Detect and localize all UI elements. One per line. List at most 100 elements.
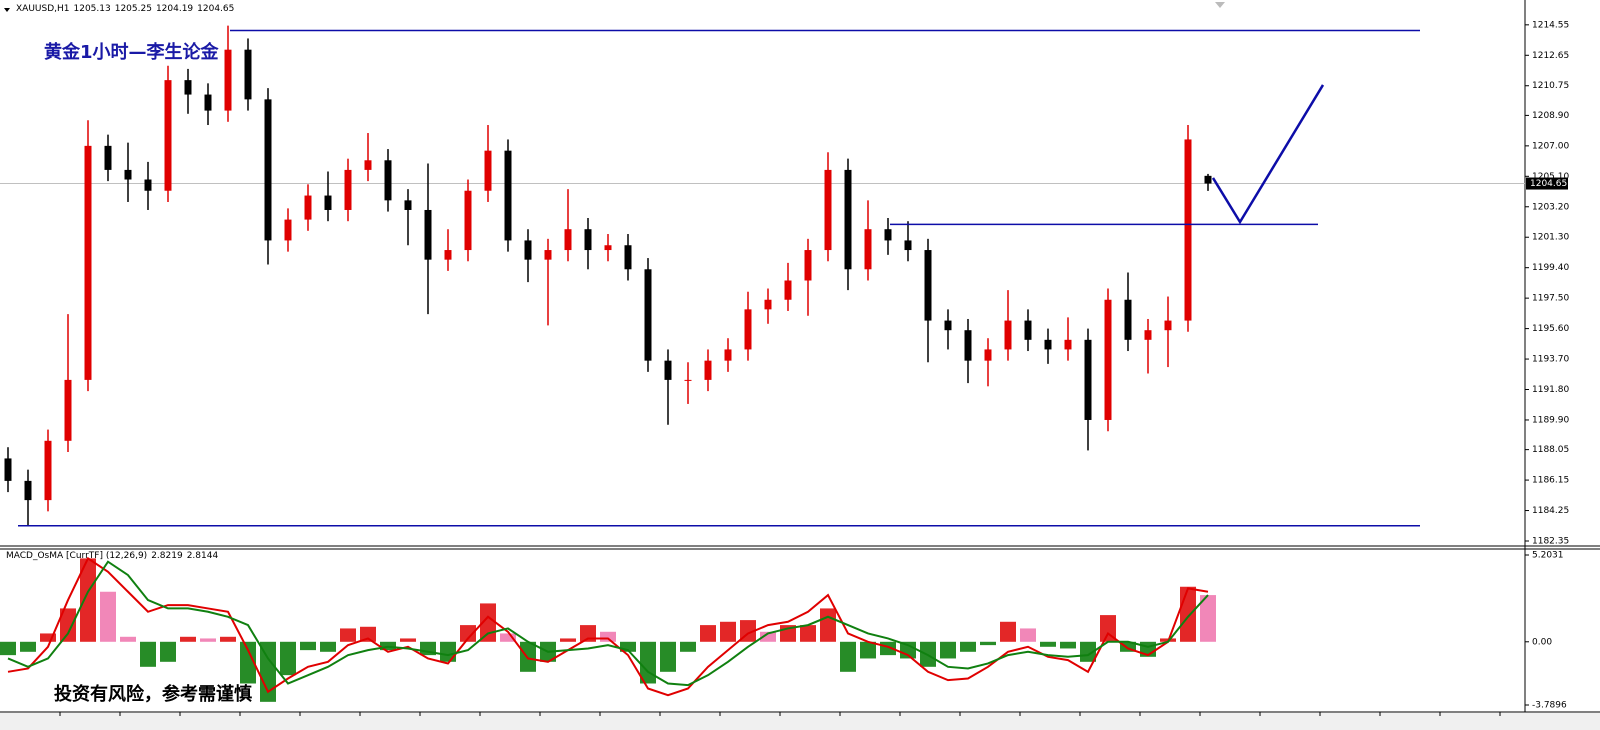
- y-tick-label: 1214.55: [1532, 20, 1569, 30]
- histogram-bar: [620, 641, 636, 652]
- histogram-bar: [460, 625, 476, 642]
- candle-body: [504, 150, 512, 241]
- y-tick-label: 1199.40: [1532, 263, 1569, 273]
- histogram-bar: [1060, 641, 1076, 649]
- candle-body: [1144, 330, 1152, 340]
- candle-body: [484, 150, 492, 191]
- candle-body: [304, 195, 312, 220]
- candle-body: [384, 160, 392, 201]
- histogram-bar: [960, 641, 976, 652]
- projection-line: [1211, 84, 1325, 225]
- candle-body: [284, 219, 292, 241]
- y-tick-label: 1195.60: [1532, 324, 1569, 334]
- histogram-bar: [700, 625, 716, 642]
- candle-body: [684, 379, 692, 381]
- candle-body: [344, 169, 352, 210]
- candle-body: [244, 49, 252, 100]
- candle-body: [804, 250, 812, 281]
- histogram-bar: [340, 628, 356, 642]
- y-tick-label: 1182.35: [1532, 536, 1569, 546]
- candle-body: [744, 309, 752, 350]
- candle-body: [144, 179, 152, 191]
- histogram-bar: [800, 625, 816, 642]
- indicator-value: 2.8144: [186, 551, 219, 561]
- candle-body: [904, 240, 912, 251]
- candle-body: [1104, 299, 1112, 420]
- candle-body: [584, 229, 592, 251]
- y-tick-label: 1201.30: [1532, 233, 1569, 243]
- candle-body: [924, 250, 932, 321]
- histogram-bar: [1100, 615, 1116, 642]
- y-tick-label: 1207.00: [1532, 141, 1569, 151]
- candle-body: [44, 440, 52, 501]
- candle-body: [444, 250, 452, 260]
- candle-body: [604, 245, 612, 251]
- histogram-bar: [320, 641, 336, 652]
- candle-body: [1164, 320, 1172, 331]
- candle-body: [964, 330, 972, 361]
- histogram-bar: [160, 641, 176, 662]
- histogram-bar: [760, 631, 776, 642]
- histogram-bar: [0, 641, 16, 656]
- current-price-box: [1526, 177, 1568, 190]
- indicator-value: 2.8219: [151, 551, 183, 561]
- histogram-bar: [440, 641, 456, 662]
- y-tick-label: 1188.05: [1532, 445, 1569, 455]
- y-tick-label: -3.7896: [1532, 701, 1567, 711]
- histogram-bar: [180, 636, 196, 642]
- candle-body: [1024, 320, 1032, 340]
- histogram-bar: [200, 638, 216, 642]
- candle-body: [464, 190, 472, 251]
- y-tick-label: 1203.20: [1532, 202, 1569, 212]
- histogram-bar: [80, 558, 96, 642]
- candle-body: [404, 200, 412, 210]
- signal-line: [7, 560, 1209, 687]
- candle-body: [864, 229, 872, 270]
- indicator-header: MACD_OsMA [CurrTF] (12,26,9) 2.8219 2.8144: [6, 551, 222, 561]
- candle-body: [764, 299, 772, 310]
- candle-body: [564, 229, 572, 251]
- candle-body: [984, 349, 992, 361]
- symbol-header: XAUUSD,H1 1205.13 1205.25 1204.19 1204.65: [16, 4, 238, 14]
- candle-body: [944, 320, 952, 331]
- histogram-bar: [300, 641, 316, 651]
- chart-annotation: 黄金1小时—李生论金: [44, 42, 219, 63]
- candle-body: [724, 349, 732, 361]
- histogram-bar: [1080, 641, 1096, 662]
- candle-body: [184, 80, 192, 95]
- candle-body: [884, 229, 892, 241]
- histogram-bar: [20, 641, 36, 652]
- histogram-bar: [1020, 628, 1036, 642]
- histogram-bar: [280, 641, 296, 676]
- candle-body: [624, 245, 632, 270]
- histogram-bar: [360, 626, 376, 642]
- histogram-bar: [1120, 641, 1136, 652]
- histogram-bar: [100, 591, 116, 642]
- candle-body: [1004, 320, 1012, 350]
- candle-body: [324, 195, 332, 210]
- candle-body: [4, 458, 12, 481]
- y-tick-label: 1189.90: [1532, 415, 1569, 425]
- candle-body: [364, 160, 372, 170]
- candle-body: [1184, 139, 1192, 321]
- risk-note: 投资有风险，参考需谨慎: [54, 684, 252, 705]
- y-tick-label: 0.00: [1532, 637, 1552, 647]
- candle-body: [1084, 339, 1092, 420]
- close: 1204.65: [197, 4, 235, 14]
- y-tick-label: 1212.65: [1532, 51, 1569, 61]
- histogram-bar: [1200, 595, 1216, 642]
- open: 1205.13: [73, 4, 111, 14]
- candle-body: [124, 169, 132, 180]
- symbol: XAUUSD,H1: [16, 4, 70, 14]
- signal-line: [7, 556, 1209, 697]
- current-price-label: 1204.65: [1530, 179, 1567, 189]
- y-tick-label: 1197.50: [1532, 294, 1569, 304]
- candle-body: [544, 250, 552, 260]
- menu-marker: [4, 8, 10, 12]
- candle-body: [424, 209, 432, 260]
- histogram-bar: [140, 641, 156, 667]
- indicator-name: MACD_OsMA [CurrTF] (12,26,9): [6, 551, 148, 561]
